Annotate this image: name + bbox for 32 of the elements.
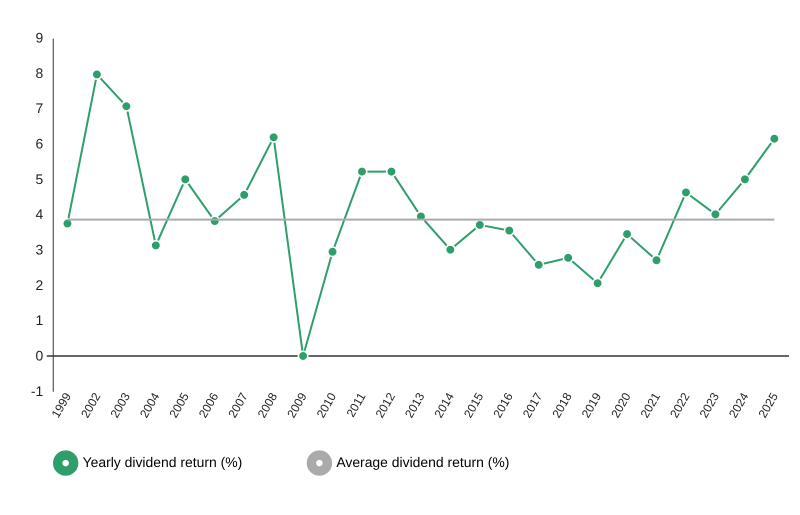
- legend-label: Average dividend return (%): [336, 454, 510, 470]
- y-tick-label: 2: [36, 276, 44, 293]
- y-tick-label: 3: [36, 241, 44, 258]
- y-tick-label: 8: [36, 64, 44, 81]
- y-tick-label: 0: [36, 347, 44, 364]
- y-tick-label: -1: [30, 382, 44, 399]
- y-tick-label: 4: [36, 206, 44, 222]
- y-tick-label: 7: [36, 100, 44, 116]
- point: [533, 259, 544, 270]
- y-tick-label: 5: [36, 170, 44, 187]
- point: [91, 69, 102, 80]
- point: [238, 189, 250, 200]
- point: [120, 100, 132, 112]
- y-tick-label: 1: [36, 312, 44, 328]
- legend-label: Yearly dividend return (%): [82, 454, 242, 470]
- point: [386, 166, 397, 178]
- point: [268, 132, 280, 143]
- point: [592, 278, 604, 289]
- point: [504, 225, 515, 236]
- point: [562, 252, 574, 264]
- point: [739, 174, 750, 185]
- point: [298, 350, 309, 362]
- point: [356, 166, 368, 178]
- point: [651, 254, 662, 266]
- point: [150, 240, 162, 251]
- point: [444, 244, 456, 256]
- point: [622, 228, 633, 240]
- point: [768, 133, 780, 144]
- point: [710, 208, 721, 220]
- y-tick-label: 6: [36, 136, 44, 152]
- y-tick-label: 9: [36, 30, 44, 46]
- point: [180, 174, 191, 185]
